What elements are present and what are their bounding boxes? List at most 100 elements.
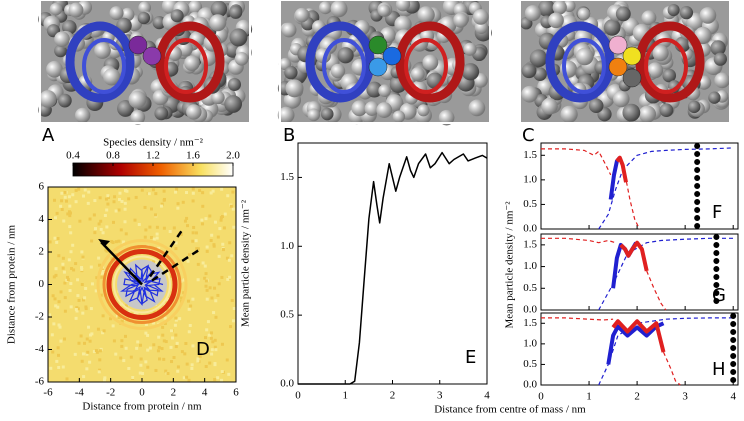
heatmap-noise (104, 197, 108, 201)
heatmap-noise (61, 266, 65, 270)
heatmap-noise (213, 378, 217, 382)
x-tick-label: 6 (233, 387, 239, 399)
heatmap-noise (212, 244, 216, 248)
lipid (368, 57, 388, 77)
heatmap-noise (66, 278, 70, 282)
heatmap-noise (112, 200, 116, 204)
heatmap-noise (105, 249, 109, 253)
heatmap-noise (216, 293, 220, 297)
heatmap-noise (191, 239, 195, 243)
heatmap-noise (144, 360, 148, 364)
atom (588, 98, 604, 114)
colorbar-tick-label: 0.8 (106, 150, 120, 162)
heatmap-noise (162, 339, 166, 343)
heatmap-noise (183, 219, 187, 223)
heatmap-noise (122, 359, 126, 363)
heatmap-noise (143, 205, 147, 209)
heatmap-noise (74, 188, 78, 192)
x-tick-label: 0 (295, 390, 301, 402)
heatmap-noise (227, 258, 231, 262)
atom (337, 47, 354, 64)
heatmap-noise (174, 318, 178, 322)
heatmap-noise (214, 299, 218, 303)
heatmap-noise (183, 352, 187, 356)
heatmap-noise (147, 192, 151, 196)
heatmap-noise (174, 247, 178, 251)
heatmap-noise (97, 370, 101, 374)
atom (277, 106, 295, 124)
heatmap-noise (133, 218, 137, 222)
heatmap-noise (221, 214, 225, 218)
heatmap-noise (179, 232, 183, 236)
heatmap-noise (107, 195, 111, 199)
x-tick-label: -4 (75, 387, 85, 399)
heatmap-noise (65, 275, 69, 279)
heatmap-noise (185, 362, 189, 366)
atom (667, 4, 680, 17)
heatmap-noise (74, 262, 78, 266)
heatmap-noise (55, 359, 59, 363)
heatmap-noise (114, 352, 118, 356)
heatmap-noise (146, 348, 150, 352)
atom (538, 0, 556, 17)
heatmap-noise (71, 243, 75, 247)
heatmap-noise (207, 333, 211, 337)
heatmap-noise (196, 278, 200, 282)
heatmap-noise (176, 365, 180, 369)
atom (366, 81, 383, 98)
heatmap-noise (54, 304, 58, 308)
series-line (608, 156, 622, 200)
heatmap-noise (83, 341, 87, 345)
heatmap-noise (210, 352, 214, 356)
lipid (142, 46, 162, 66)
heatmap-noise (137, 247, 141, 251)
heatmap-noise (54, 273, 58, 277)
atom (687, 100, 701, 114)
heatmap-noise (110, 257, 114, 261)
heatmap-noise (59, 204, 63, 208)
heatmap-noise (63, 190, 67, 194)
series-line (541, 237, 667, 311)
atom (395, 0, 411, 12)
atom (521, 85, 538, 103)
heatmap-noise (222, 226, 226, 230)
heatmap-noise (101, 331, 105, 335)
heatmap-noise (69, 282, 73, 286)
heatmap-noise (106, 194, 110, 198)
atom (417, 6, 435, 24)
heatmap-noise (231, 207, 235, 211)
atom (186, 104, 202, 120)
atom (307, 108, 321, 122)
protein-trace (120, 263, 164, 306)
atom (68, 2, 84, 18)
heatmap-noise (93, 199, 97, 203)
atom (552, 0, 567, 15)
heatmap-noise (69, 250, 73, 254)
heatmap-noise (135, 346, 139, 350)
heatmap-noise (151, 188, 155, 192)
heatmap-noise (198, 188, 202, 192)
lipid (382, 46, 402, 66)
heatmap-noise (205, 249, 209, 253)
heatmap-noise (101, 314, 105, 318)
atom (575, 47, 594, 66)
heatmap-noise (190, 367, 194, 371)
heatmap-noise (80, 250, 84, 254)
heatmap-noise (48, 240, 52, 244)
y-tick-label: 0.0 (523, 223, 537, 235)
heatmap-noise (55, 211, 59, 215)
heatmap-noise (196, 359, 200, 363)
x-axis-label: Distance from protein / nm (82, 401, 202, 413)
heatmap-noise (152, 343, 156, 347)
heatmap-noise (232, 319, 236, 323)
protein-red (164, 38, 208, 94)
structure-image (519, 0, 731, 124)
density-ring (106, 249, 178, 320)
heatmap-noise (213, 220, 217, 224)
heatmap-noise (120, 199, 124, 203)
heatmap-noise (52, 198, 56, 202)
series-line (598, 147, 734, 230)
structure-image (277, 0, 492, 126)
heatmap-noise (120, 319, 124, 323)
atom (137, 11, 151, 25)
